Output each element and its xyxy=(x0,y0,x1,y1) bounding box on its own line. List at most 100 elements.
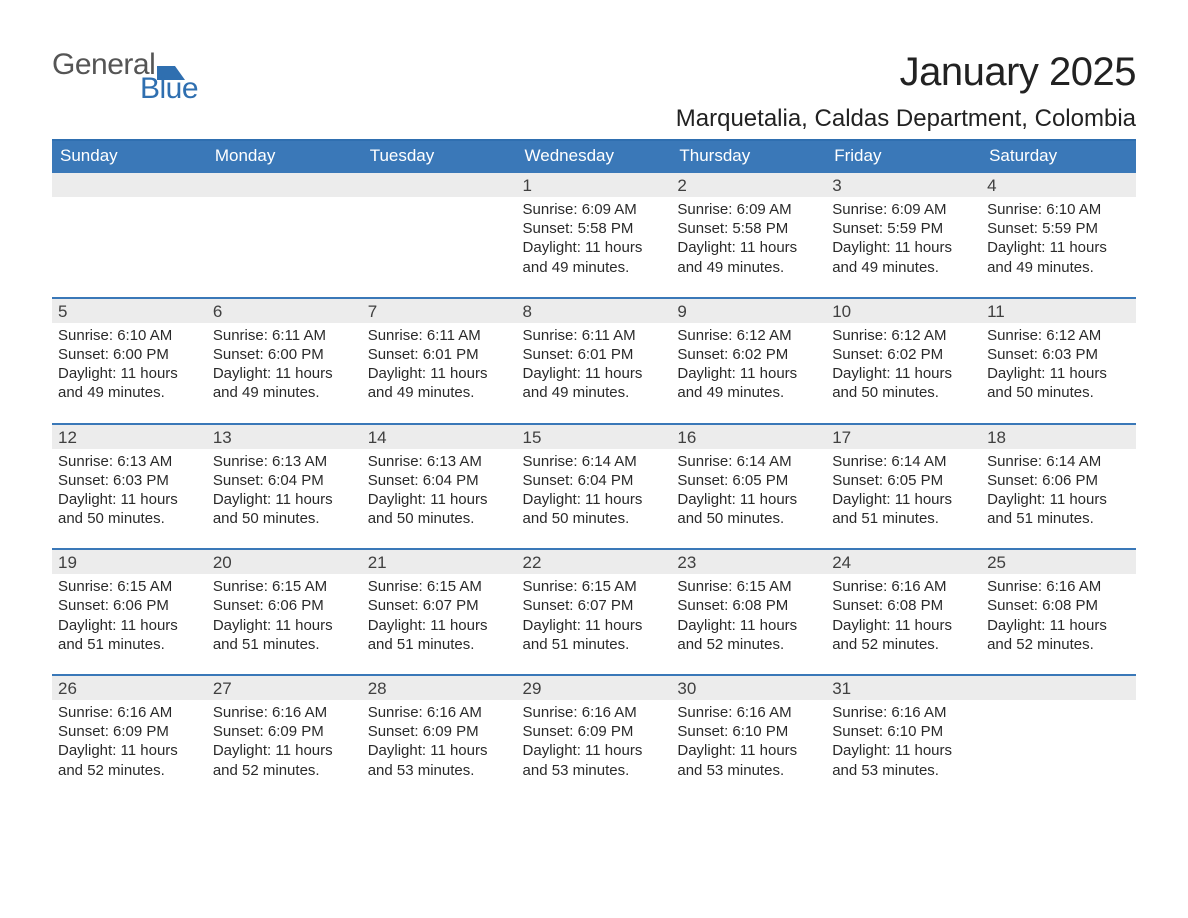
day-number xyxy=(52,173,207,197)
sunset-line: Sunset: 6:09 PM xyxy=(58,722,201,741)
weekday-header-row: Sunday Monday Tuesday Wednesday Thursday… xyxy=(52,140,1136,172)
day-body: Sunrise: 6:09 AMSunset: 5:58 PMDaylight:… xyxy=(671,197,826,297)
calendar-day-cell: 11Sunrise: 6:12 AMSunset: 6:03 PMDayligh… xyxy=(981,298,1136,424)
sunrise-line: Sunrise: 6:09 AM xyxy=(832,200,975,219)
weekday-header: Thursday xyxy=(671,140,826,172)
calendar-day-cell: 30Sunrise: 6:16 AMSunset: 6:10 PMDayligh… xyxy=(671,675,826,800)
sunrise-line: Sunrise: 6:15 AM xyxy=(368,577,511,596)
sunset-line: Sunset: 6:00 PM xyxy=(58,345,201,364)
sunset-line: Sunset: 6:02 PM xyxy=(832,345,975,364)
sunset-line: Sunset: 6:09 PM xyxy=(523,722,666,741)
calendar-day-cell: 10Sunrise: 6:12 AMSunset: 6:02 PMDayligh… xyxy=(826,298,981,424)
weekday-header: Sunday xyxy=(52,140,207,172)
daylight-line: Daylight: 11 hours and 51 minutes. xyxy=(832,490,975,528)
day-number: 16 xyxy=(671,425,826,449)
sunrise-line: Sunrise: 6:13 AM xyxy=(213,452,356,471)
day-body: Sunrise: 6:14 AMSunset: 6:06 PMDaylight:… xyxy=(981,449,1136,549)
sunrise-line: Sunrise: 6:15 AM xyxy=(213,577,356,596)
sunrise-line: Sunrise: 6:09 AM xyxy=(523,200,666,219)
calendar-day-cell: 6Sunrise: 6:11 AMSunset: 6:00 PMDaylight… xyxy=(207,298,362,424)
sunrise-line: Sunrise: 6:16 AM xyxy=(58,703,201,722)
calendar-day-cell: 12Sunrise: 6:13 AMSunset: 6:03 PMDayligh… xyxy=(52,424,207,550)
day-body: Sunrise: 6:16 AMSunset: 6:09 PMDaylight:… xyxy=(517,700,672,800)
sunset-line: Sunset: 6:10 PM xyxy=(832,722,975,741)
calendar-day-cell: 25Sunrise: 6:16 AMSunset: 6:08 PMDayligh… xyxy=(981,549,1136,675)
sunset-line: Sunset: 6:06 PM xyxy=(987,471,1130,490)
calendar-week-row: 26Sunrise: 6:16 AMSunset: 6:09 PMDayligh… xyxy=(52,675,1136,800)
daylight-line: Daylight: 11 hours and 49 minutes. xyxy=(987,238,1130,276)
calendar-day-cell: 1Sunrise: 6:09 AMSunset: 5:58 PMDaylight… xyxy=(517,172,672,298)
sunset-line: Sunset: 5:58 PM xyxy=(523,219,666,238)
calendar-day-cell: 7Sunrise: 6:11 AMSunset: 6:01 PMDaylight… xyxy=(362,298,517,424)
sunset-line: Sunset: 6:01 PM xyxy=(523,345,666,364)
sunset-line: Sunset: 6:08 PM xyxy=(987,596,1130,615)
sunset-line: Sunset: 5:58 PM xyxy=(677,219,820,238)
day-number: 6 xyxy=(207,299,362,323)
weekday-header: Monday xyxy=(207,140,362,172)
calendar-day-cell xyxy=(52,172,207,298)
day-body: Sunrise: 6:11 AMSunset: 6:01 PMDaylight:… xyxy=(362,323,517,423)
daylight-line: Daylight: 11 hours and 52 minutes. xyxy=(832,616,975,654)
sunset-line: Sunset: 6:06 PM xyxy=(58,596,201,615)
daylight-line: Daylight: 11 hours and 49 minutes. xyxy=(368,364,511,402)
calendar-day-cell: 19Sunrise: 6:15 AMSunset: 6:06 PMDayligh… xyxy=(52,549,207,675)
page-header: General Blue January 2025 Marquetalia, C… xyxy=(52,50,1136,133)
sunrise-line: Sunrise: 6:11 AM xyxy=(213,326,356,345)
daylight-line: Daylight: 11 hours and 49 minutes. xyxy=(677,238,820,276)
day-body xyxy=(207,197,362,293)
sunrise-line: Sunrise: 6:12 AM xyxy=(677,326,820,345)
sunset-line: Sunset: 6:09 PM xyxy=(213,722,356,741)
daylight-line: Daylight: 11 hours and 52 minutes. xyxy=(58,741,201,779)
daylight-line: Daylight: 11 hours and 49 minutes. xyxy=(832,238,975,276)
day-body: Sunrise: 6:13 AMSunset: 6:04 PMDaylight:… xyxy=(207,449,362,549)
day-body xyxy=(981,700,1136,796)
sunset-line: Sunset: 6:03 PM xyxy=(987,345,1130,364)
day-number: 15 xyxy=(517,425,672,449)
calendar-day-cell: 22Sunrise: 6:15 AMSunset: 6:07 PMDayligh… xyxy=(517,549,672,675)
calendar-day-cell: 31Sunrise: 6:16 AMSunset: 6:10 PMDayligh… xyxy=(826,675,981,800)
sunrise-line: Sunrise: 6:15 AM xyxy=(523,577,666,596)
day-number xyxy=(362,173,517,197)
month-title: January 2025 xyxy=(676,50,1136,95)
day-body: Sunrise: 6:13 AMSunset: 6:03 PMDaylight:… xyxy=(52,449,207,549)
day-number: 18 xyxy=(981,425,1136,449)
sunrise-line: Sunrise: 6:15 AM xyxy=(677,577,820,596)
calendar-day-cell: 16Sunrise: 6:14 AMSunset: 6:05 PMDayligh… xyxy=(671,424,826,550)
day-body: Sunrise: 6:15 AMSunset: 6:07 PMDaylight:… xyxy=(517,574,672,674)
sunrise-line: Sunrise: 6:11 AM xyxy=(523,326,666,345)
sunset-line: Sunset: 6:06 PM xyxy=(213,596,356,615)
daylight-line: Daylight: 11 hours and 49 minutes. xyxy=(58,364,201,402)
sunset-line: Sunset: 6:04 PM xyxy=(523,471,666,490)
logo-word-2: Blue xyxy=(140,74,198,104)
sunset-line: Sunset: 6:07 PM xyxy=(523,596,666,615)
day-number: 29 xyxy=(517,676,672,700)
calendar-day-cell: 13Sunrise: 6:13 AMSunset: 6:04 PMDayligh… xyxy=(207,424,362,550)
calendar-day-cell: 2Sunrise: 6:09 AMSunset: 5:58 PMDaylight… xyxy=(671,172,826,298)
day-number: 30 xyxy=(671,676,826,700)
day-number: 4 xyxy=(981,173,1136,197)
daylight-line: Daylight: 11 hours and 50 minutes. xyxy=(213,490,356,528)
weekday-header: Wednesday xyxy=(517,140,672,172)
sunrise-line: Sunrise: 6:11 AM xyxy=(368,326,511,345)
calendar-day-cell: 8Sunrise: 6:11 AMSunset: 6:01 PMDaylight… xyxy=(517,298,672,424)
daylight-line: Daylight: 11 hours and 51 minutes. xyxy=(987,490,1130,528)
calendar-day-cell xyxy=(207,172,362,298)
day-body: Sunrise: 6:15 AMSunset: 6:08 PMDaylight:… xyxy=(671,574,826,674)
day-number: 24 xyxy=(826,550,981,574)
daylight-line: Daylight: 11 hours and 51 minutes. xyxy=(523,616,666,654)
day-body: Sunrise: 6:16 AMSunset: 6:10 PMDaylight:… xyxy=(826,700,981,800)
day-number: 31 xyxy=(826,676,981,700)
sunrise-line: Sunrise: 6:13 AM xyxy=(368,452,511,471)
sunset-line: Sunset: 6:02 PM xyxy=(677,345,820,364)
day-body: Sunrise: 6:15 AMSunset: 6:07 PMDaylight:… xyxy=(362,574,517,674)
day-number: 20 xyxy=(207,550,362,574)
day-number: 26 xyxy=(52,676,207,700)
sunrise-line: Sunrise: 6:13 AM xyxy=(58,452,201,471)
day-number: 28 xyxy=(362,676,517,700)
sunset-line: Sunset: 6:07 PM xyxy=(368,596,511,615)
day-number: 13 xyxy=(207,425,362,449)
day-body: Sunrise: 6:09 AMSunset: 5:58 PMDaylight:… xyxy=(517,197,672,297)
weekday-header: Friday xyxy=(826,140,981,172)
calendar-day-cell: 4Sunrise: 6:10 AMSunset: 5:59 PMDaylight… xyxy=(981,172,1136,298)
daylight-line: Daylight: 11 hours and 53 minutes. xyxy=(832,741,975,779)
